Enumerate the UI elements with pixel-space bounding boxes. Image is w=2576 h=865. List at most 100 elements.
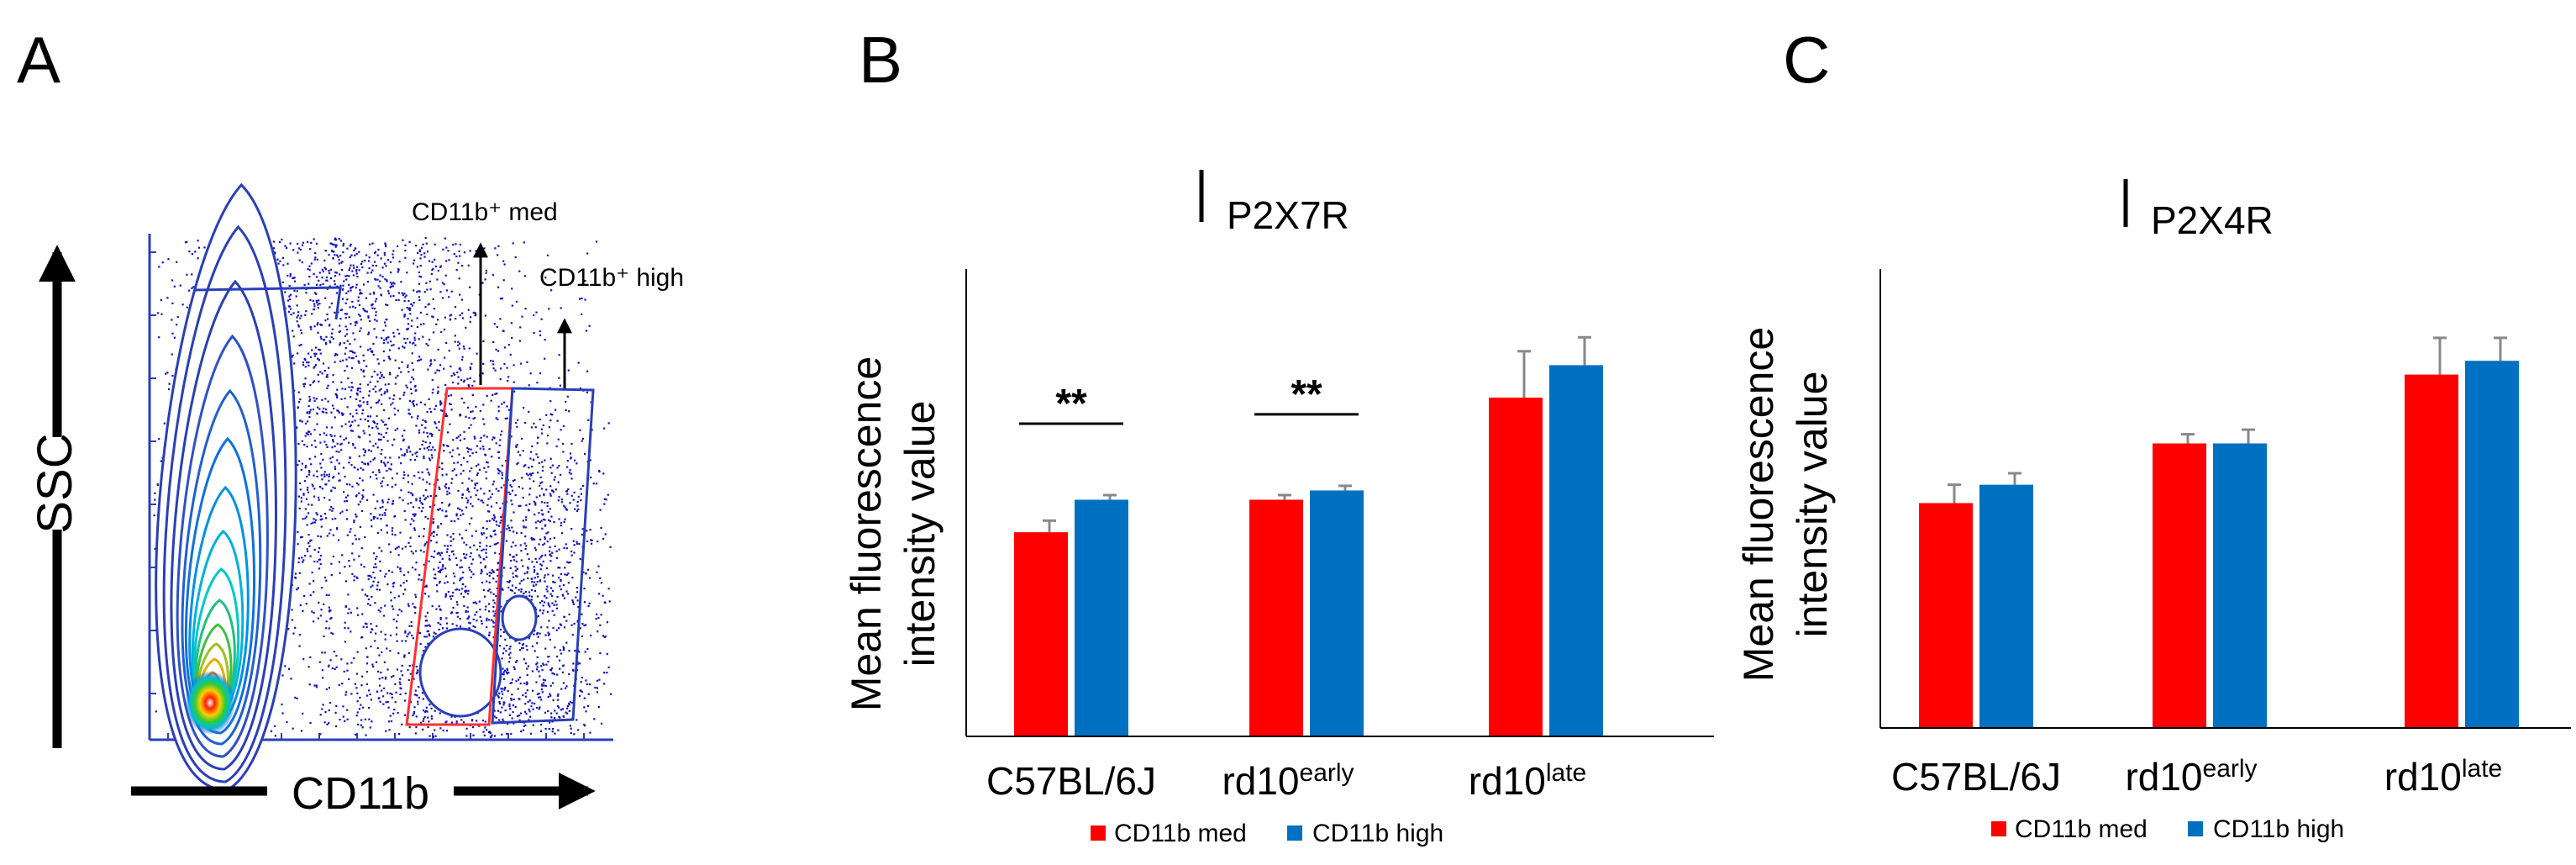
flow-dot: [543, 684, 545, 687]
flow-dot: [398, 733, 401, 736]
flow-dot: [418, 275, 421, 277]
flow-dot: [542, 678, 544, 681]
flow-dot: [530, 536, 533, 540]
flow-dot: [461, 497, 464, 499]
flow-dot: [311, 610, 313, 613]
flow-dot: [346, 494, 350, 497]
flow-dot: [583, 723, 586, 726]
flow-dot: [483, 734, 486, 736]
flow-dot: [323, 471, 326, 473]
flow-dot: [370, 699, 372, 701]
flow-dot: [501, 657, 503, 660]
flow-dot: [294, 576, 297, 578]
p2x7r-legend: CD11b med CD11b high: [1091, 820, 1443, 847]
flow-dot: [431, 315, 434, 318]
flow-dot: [433, 631, 435, 634]
flow-dot: [429, 288, 432, 291]
flow-dot: [357, 360, 360, 362]
flow-dot: [406, 449, 408, 451]
flow-dot: [390, 468, 392, 471]
flow-dot: [544, 647, 547, 650]
flow-dot: [339, 309, 342, 311]
flow-dot: [397, 566, 399, 568]
flow-dot: [318, 498, 320, 501]
flow-dot: [596, 691, 598, 694]
flow-dot: [399, 584, 402, 587]
flow-dot: [537, 520, 539, 522]
flow-dot: [462, 469, 465, 472]
flow-dot: [361, 261, 364, 263]
flow-dot: [483, 467, 486, 469]
flow-dot: [562, 425, 565, 427]
flow-dot: [284, 245, 287, 247]
flow-dot: [404, 341, 407, 344]
flow-dot: [313, 380, 315, 382]
flow-dot: [374, 507, 376, 509]
flow-dot: [369, 347, 371, 350]
flow-dot: [403, 315, 406, 318]
flow-dot: [506, 405, 508, 408]
flow-dot: [375, 298, 378, 300]
flow-dot: [581, 440, 583, 442]
flow-dot: [458, 347, 460, 350]
flow-dot: [526, 648, 528, 651]
flow-dot: [465, 585, 467, 588]
flow-dot: [449, 314, 451, 317]
flow-dot: [350, 528, 352, 530]
flow-dot: [389, 715, 392, 717]
flow-dot: [500, 610, 502, 613]
flow-dot: [363, 375, 365, 377]
flow-dot: [365, 625, 368, 629]
flow-dot: [461, 312, 464, 314]
flow-dot: [451, 455, 454, 458]
flow-dot: [563, 520, 565, 523]
flow-dot: [395, 298, 397, 301]
flow-dot: [388, 467, 391, 470]
flow-dot: [511, 304, 513, 307]
flow-dot: [386, 341, 389, 344]
flow-dot: [403, 509, 406, 512]
flow-dot: [544, 634, 547, 636]
flow-dot: [323, 475, 326, 478]
flow-dot: [297, 442, 300, 446]
flow-dot: [553, 717, 556, 720]
flow-dot: [318, 496, 320, 498]
flow-dot: [288, 305, 292, 308]
flow-dot: [328, 270, 330, 272]
flow-dot: [549, 587, 553, 589]
flow-dot: [303, 480, 306, 483]
flow-dot: [512, 576, 515, 578]
flow-dot: [403, 300, 406, 303]
flow-dot: [507, 376, 510, 378]
flow-dot: [332, 534, 334, 536]
flow-dot: [384, 463, 386, 466]
flow-dot: [582, 571, 585, 573]
flow-dot: [421, 692, 423, 694]
flow-dot: [370, 623, 372, 625]
flow-dot: [322, 677, 324, 679]
flow-dot: [277, 262, 280, 265]
flow-dot: [378, 654, 381, 657]
flow-dot: [334, 244, 337, 246]
flow-dot: [480, 572, 482, 575]
flow-dot: [429, 432, 433, 435]
flow-dot: [432, 446, 434, 449]
flow-dot: [344, 626, 346, 630]
flow-dot: [508, 705, 511, 708]
flow-dot: [479, 440, 481, 442]
flow-dot: [328, 272, 331, 275]
flow-dot: [474, 614, 476, 616]
flow-dot: [549, 508, 551, 510]
flow-dot: [274, 735, 276, 737]
flow-dot: [541, 683, 544, 686]
flow-dot: [518, 486, 520, 488]
flow-dot: [418, 271, 420, 274]
flow-dot: [576, 462, 578, 465]
flow-dot: [547, 631, 549, 634]
flow-dot: [571, 577, 574, 579]
flow-dot: [396, 668, 399, 671]
flow-dot: [507, 525, 509, 527]
flow-dot: [292, 330, 294, 332]
flow-dot: [486, 572, 489, 575]
flow-dot: [333, 243, 335, 245]
